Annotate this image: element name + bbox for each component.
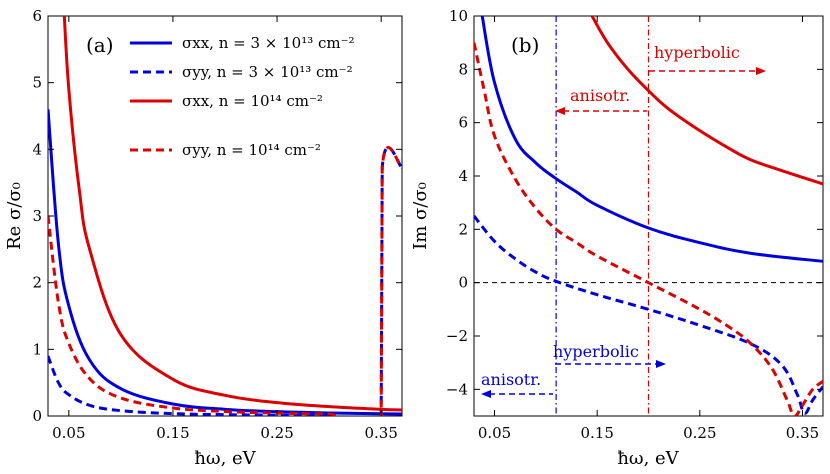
arrowhead-blue-left	[481, 390, 491, 398]
panel-a-ytick-label-5: 5	[32, 74, 42, 92]
panel-a-ylabel: Re σ/σ₀	[4, 182, 25, 250]
panel-a-xtick-label-3: 0.35	[364, 424, 397, 442]
panel-b-series-0	[480, 16, 823, 263]
legend-entry-3: σxx, n = 10¹⁴ cm⁻²	[182, 92, 323, 110]
panel-a-xlabel: ħω, eV	[194, 448, 256, 469]
annotations: hyperbolic anisotr. hyperbolic anisotr.	[481, 43, 766, 398]
legend-entry-4: σyy, n = 10¹⁴ cm⁻²	[182, 141, 321, 159]
panel-b-ytick-label-7: 10	[449, 7, 468, 25]
panel-a-ytick-label-4: 4	[32, 140, 42, 158]
panel-b: 0.05 0.15 0.25 0.35 −4 −2 0 2 4 6 8 10 (b) ħω, eV I…	[410, 7, 824, 469]
arrowhead-blue-right	[656, 360, 666, 368]
panel-b-ytick-label-0: −4	[446, 380, 468, 398]
panel-a-series-1	[48, 146, 402, 416]
panel-b-series-2	[590, 16, 823, 186]
annotation-red-anisotr: anisotr.	[570, 86, 630, 105]
panel-b-label: (b)	[511, 33, 539, 57]
panel-b-guides	[474, 16, 823, 416]
panel-b-xtick-label-0: 0.05	[478, 424, 511, 442]
panel-b-ticks: 0.05 0.15 0.25 0.35 −4 −2 0 2 4 6 8 10	[446, 7, 823, 442]
panel-a: 0.05 0.15 0.25 0.35 0 1 2 3 4 5 6 (a) ħω, eV Re σ/…	[4, 7, 403, 469]
legend-entry-2: σyy, n = 3 × 10¹³ cm⁻²	[182, 63, 353, 81]
annotation-blue-hyperbolic: hyperbolic	[553, 342, 639, 361]
panel-a-xtick-label-0: 0.05	[52, 424, 85, 442]
annotation-red-hyperbolic: hyperbolic	[654, 43, 740, 62]
panel-b-ytick-label-3: 2	[458, 220, 468, 238]
panel-a-ytick-label-0: 0	[32, 407, 42, 425]
panel-b-xtick-label-3: 0.35	[786, 424, 819, 442]
panel-b-ytick-label-2: 0	[458, 274, 468, 292]
panel-a-label: (a)	[86, 33, 114, 57]
legend-entry-1: σxx, n = 3 × 10¹³ cm⁻²	[182, 34, 355, 52]
panel-a-ytick-label-3: 3	[32, 207, 42, 225]
panel-b-xtick-label-2: 0.25	[683, 424, 716, 442]
panel-b-ytick-label-4: 4	[458, 167, 468, 185]
panel-b-ytick-label-5: 6	[458, 114, 468, 132]
panel-a-series-2	[62, 16, 402, 412]
panel-a-curves	[48, 16, 402, 416]
panel-a-xtick-label-1: 0.15	[156, 424, 189, 442]
panel-a-ytick-label-2: 2	[32, 274, 42, 292]
panel-a-ytick-label-6: 6	[32, 7, 42, 25]
panel-b-xlabel: ħω, eV	[617, 448, 679, 469]
panel-a-xtick-label-2: 0.25	[260, 424, 293, 442]
legend: σxx, n = 3 × 10¹³ cm⁻² σyy, n = 3 × 10¹³…	[130, 34, 355, 159]
arrowhead-red-right	[756, 67, 766, 75]
panel-a-ytick-label-1: 1	[32, 340, 42, 358]
panel-b-series-3	[474, 42, 823, 416]
panel-a-series-0	[48, 109, 402, 416]
panel-a-series-3	[48, 146, 402, 416]
panel-b-xtick-label-1: 0.15	[580, 424, 613, 442]
panel-a-ticks: 0.05 0.15 0.25 0.35 0 1 2 3 4 5 6	[32, 7, 402, 442]
annotation-blue-anisotr: anisotr.	[481, 370, 541, 389]
panel-b-ytick-label-6: 8	[458, 60, 468, 78]
panel-b-ytick-label-1: −2	[446, 327, 468, 345]
arrowhead-red-left	[555, 107, 565, 115]
panel-b-curves	[474, 16, 823, 416]
panel-b-ylabel: Im σ/σ₀	[410, 182, 431, 250]
